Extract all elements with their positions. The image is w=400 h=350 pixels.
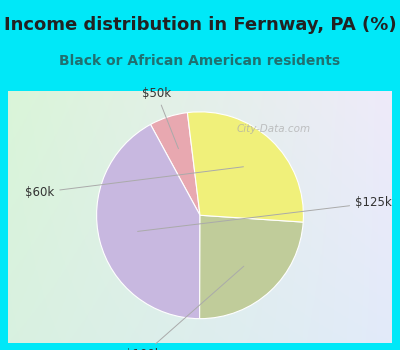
Text: City-Data.com: City-Data.com [237, 124, 311, 134]
Text: $100k: $100k [125, 266, 244, 350]
Wedge shape [187, 112, 304, 222]
Wedge shape [150, 113, 200, 215]
Text: Income distribution in Fernway, PA (%): Income distribution in Fernway, PA (%) [4, 16, 396, 34]
Text: $125k: $125k [138, 196, 392, 231]
Text: $60k: $60k [25, 167, 244, 199]
Text: $50k: $50k [142, 87, 178, 149]
Text: Black or African American residents: Black or African American residents [60, 54, 340, 68]
Wedge shape [96, 125, 200, 318]
Wedge shape [200, 215, 303, 318]
